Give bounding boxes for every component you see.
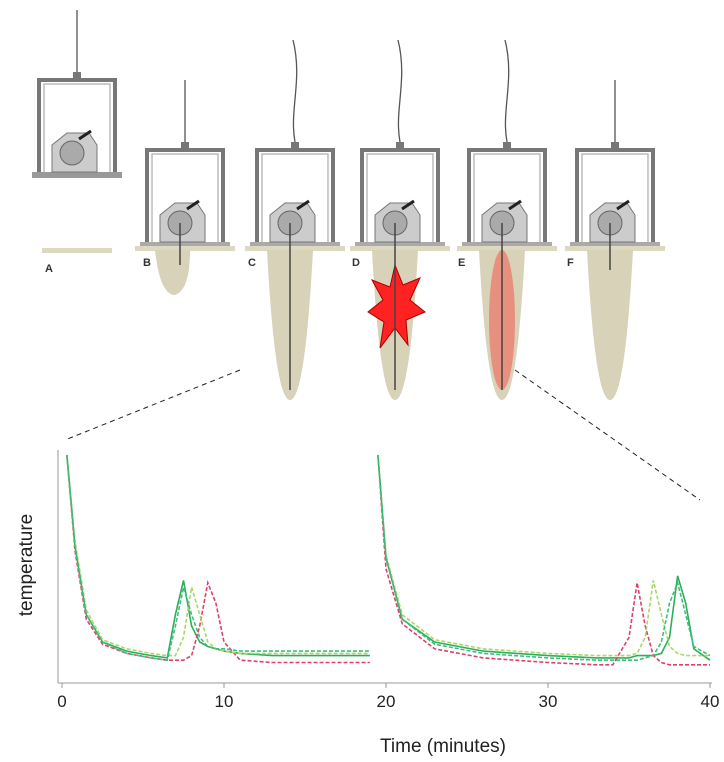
base: [570, 242, 660, 248]
base: [355, 242, 445, 248]
lever: [296, 199, 310, 211]
base: [462, 242, 552, 248]
tissue: [587, 250, 633, 400]
panel-label: E: [458, 257, 465, 269]
panel-label: C: [248, 257, 256, 269]
frame: [575, 148, 655, 245]
wire: [504, 39, 510, 143]
base: [250, 242, 340, 248]
frame: [360, 148, 440, 245]
chart: 0 10 20 30 40: [57, 454, 720, 711]
base: [32, 172, 122, 178]
lever: [616, 199, 630, 211]
data-line: [66, 454, 711, 661]
x-tick-label: 10: [215, 692, 234, 711]
panel-label: B: [143, 257, 151, 269]
frame: [37, 78, 117, 175]
data-line: [66, 454, 710, 666]
panel-label: D: [352, 257, 360, 269]
ground: [350, 246, 450, 251]
ground: [135, 246, 235, 251]
x-tick-label: 0: [57, 692, 66, 711]
ground: [457, 246, 557, 251]
lever: [78, 129, 92, 141]
ground: [42, 248, 112, 253]
pulley: [59, 140, 85, 166]
base: [140, 242, 230, 248]
x-axis-label: Time (minutes): [380, 736, 506, 757]
x-tick-label: 40: [701, 692, 720, 711]
frame: [145, 148, 225, 245]
panel-label: A: [45, 263, 53, 275]
zoom-line: [64, 369, 241, 441]
data-line: [66, 454, 711, 662]
clamp: [291, 142, 299, 150]
x-tick-label: 20: [377, 692, 396, 711]
zoom-line: [514, 369, 701, 501]
frame-inner: [43, 83, 111, 175]
diagram: A B C D E F: [32, 10, 665, 400]
clamp: [396, 142, 404, 150]
data-line: [66, 454, 710, 657]
lever: [508, 199, 522, 211]
frame-inner: [261, 153, 329, 245]
panel-label: F: [567, 257, 574, 269]
frame-inner: [366, 153, 434, 245]
clamp: [73, 72, 81, 80]
tissue: [155, 250, 190, 295]
y-axis-label: temperature: [16, 514, 37, 616]
lever: [186, 199, 200, 211]
x-tick-label: 30: [539, 692, 558, 711]
ground: [245, 246, 345, 251]
frame-inner: [473, 153, 541, 245]
frame-inner: [151, 153, 219, 245]
frame-inner: [581, 153, 649, 245]
clamp: [181, 142, 189, 150]
wire: [292, 39, 298, 143]
wire: [397, 39, 403, 143]
ground: [565, 246, 665, 251]
clamp: [611, 142, 619, 150]
frame: [255, 148, 335, 245]
frame: [467, 148, 547, 245]
clamp: [503, 142, 511, 150]
lever: [401, 199, 415, 211]
